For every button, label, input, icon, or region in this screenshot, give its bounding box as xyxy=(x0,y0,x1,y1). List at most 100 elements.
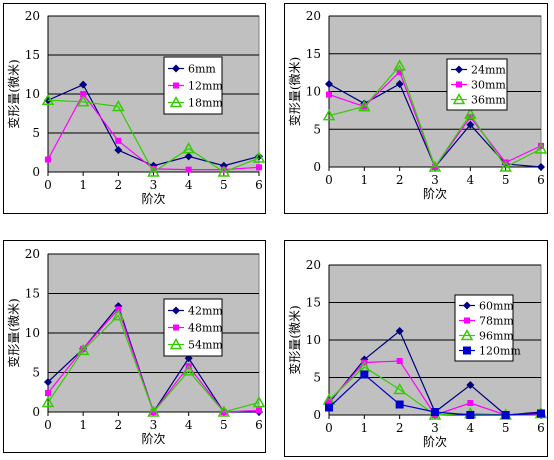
x-tick-label: 5 xyxy=(502,173,510,187)
legend: 6mm 12mm 18mm xyxy=(163,56,223,115)
x-tick-label: 0 xyxy=(44,178,52,192)
data-point xyxy=(396,358,403,364)
x-tick-label: 4 xyxy=(185,178,193,192)
data-point xyxy=(252,395,265,408)
legend-marker xyxy=(464,317,470,324)
x-tick-label: 6 xyxy=(537,421,545,435)
legend-label: 18mm xyxy=(188,97,223,110)
x-tick-label: 0 xyxy=(325,421,333,435)
series-36mm xyxy=(322,59,547,172)
data-point xyxy=(182,364,195,376)
data-point xyxy=(256,407,262,414)
data-point xyxy=(360,370,369,379)
legend-marker xyxy=(173,82,179,89)
data-point xyxy=(76,343,90,356)
y-tick-label: 0 xyxy=(313,408,321,422)
y-tick-label: 20 xyxy=(25,247,40,261)
data-point xyxy=(431,408,439,416)
legend-marker xyxy=(452,92,466,105)
data-point xyxy=(256,164,262,171)
y-tick-label: 15 xyxy=(306,47,321,61)
data-point xyxy=(45,156,51,163)
data-point xyxy=(396,68,403,75)
legend-label: 12mm xyxy=(188,80,223,93)
data-point xyxy=(466,411,475,419)
data-point xyxy=(466,120,475,129)
x-tick-label: 5 xyxy=(220,178,228,192)
x-tick-label: 1 xyxy=(79,178,87,192)
data-point xyxy=(217,405,231,417)
legend-label: 6mm xyxy=(188,63,216,76)
series-line xyxy=(328,64,542,169)
x-tick-label: 6 xyxy=(255,418,263,432)
data-point xyxy=(147,405,160,417)
data-point xyxy=(41,395,55,408)
data-point xyxy=(393,59,406,71)
x-tick-label: 0 xyxy=(44,418,52,432)
y-tick-label: 20 xyxy=(306,258,321,272)
x-axis-title: 阶次 xyxy=(423,435,447,449)
series-18mm xyxy=(41,93,265,177)
legend-label: 120mm xyxy=(479,345,521,358)
data-point xyxy=(45,390,51,397)
data-point xyxy=(326,91,332,98)
data-point xyxy=(217,165,231,177)
x-tick-label: 2 xyxy=(115,178,123,192)
data-point xyxy=(534,142,547,154)
y-tick-label: 10 xyxy=(25,87,40,101)
data-point xyxy=(325,403,333,412)
x-tick-label: 5 xyxy=(502,421,510,435)
x-axis-title: 阶次 xyxy=(141,192,165,206)
x-tick-label: 4 xyxy=(185,418,193,432)
data-point xyxy=(114,302,123,311)
data-point xyxy=(466,381,475,389)
data-point xyxy=(395,327,404,335)
legend: 42mm 48mm 54mm xyxy=(163,298,223,357)
data-point xyxy=(44,377,52,386)
data-point xyxy=(76,95,90,107)
x-tick-label: 6 xyxy=(255,178,263,192)
data-point xyxy=(467,114,474,121)
x-tick-label: 4 xyxy=(467,173,475,187)
data-point xyxy=(501,411,510,419)
series-120mm xyxy=(325,370,545,419)
data-point xyxy=(112,309,125,321)
y-tick-label: 15 xyxy=(25,48,40,62)
legend-label: 48mm xyxy=(188,322,223,335)
x-tick-label: 1 xyxy=(79,418,87,432)
data-point xyxy=(467,400,474,406)
legend-label: 78mm xyxy=(479,315,514,328)
legend-marker xyxy=(460,328,474,341)
legend-box xyxy=(163,298,223,357)
legend-label: 24mm xyxy=(471,64,506,77)
legend-label: 96mm xyxy=(479,330,514,343)
y-tick-label: 10 xyxy=(306,85,321,99)
x-tick-label: 3 xyxy=(431,173,439,187)
data-point xyxy=(464,107,477,119)
data-point xyxy=(326,398,332,405)
data-point xyxy=(115,137,122,144)
data-point xyxy=(114,146,123,155)
x-tick-label: 6 xyxy=(537,173,545,187)
data-point xyxy=(499,160,512,172)
legend-label: 36mm xyxy=(471,94,506,107)
data-point xyxy=(537,409,545,418)
legend: 24mm 30mm 36mm xyxy=(446,58,508,111)
legend-marker xyxy=(463,301,471,310)
legend-label: 30mm xyxy=(471,79,506,92)
chart-2: 0 5 10 15 20 0 1 2 3 4 5 6 阶次 变形量(微米) 24mm 30mm 36mm xyxy=(284,3,548,214)
x-tick-label: 3 xyxy=(431,421,439,435)
data-point xyxy=(185,166,192,173)
data-point xyxy=(395,79,404,88)
data-point xyxy=(147,165,160,177)
legend-marker xyxy=(456,81,462,88)
x-axis-title: 阶次 xyxy=(141,432,165,446)
chart-3: 0 5 10 15 20 0 1 2 3 4 5 6 阶次 变形量(微米) 42mm 48mm 54mm xyxy=(3,240,266,453)
y-tick-label: 10 xyxy=(25,326,40,340)
x-axis-title: 阶次 xyxy=(423,187,447,201)
data-point xyxy=(395,400,404,409)
chart-4-svg: 0 5 10 15 20 0 1 2 3 4 5 6 阶次 变形量(微米) 60mm 78mm 96mm 120m… xyxy=(287,258,547,449)
data-point xyxy=(220,166,227,173)
x-tick-label: 2 xyxy=(396,421,404,435)
x-tick-label: 1 xyxy=(361,421,369,435)
